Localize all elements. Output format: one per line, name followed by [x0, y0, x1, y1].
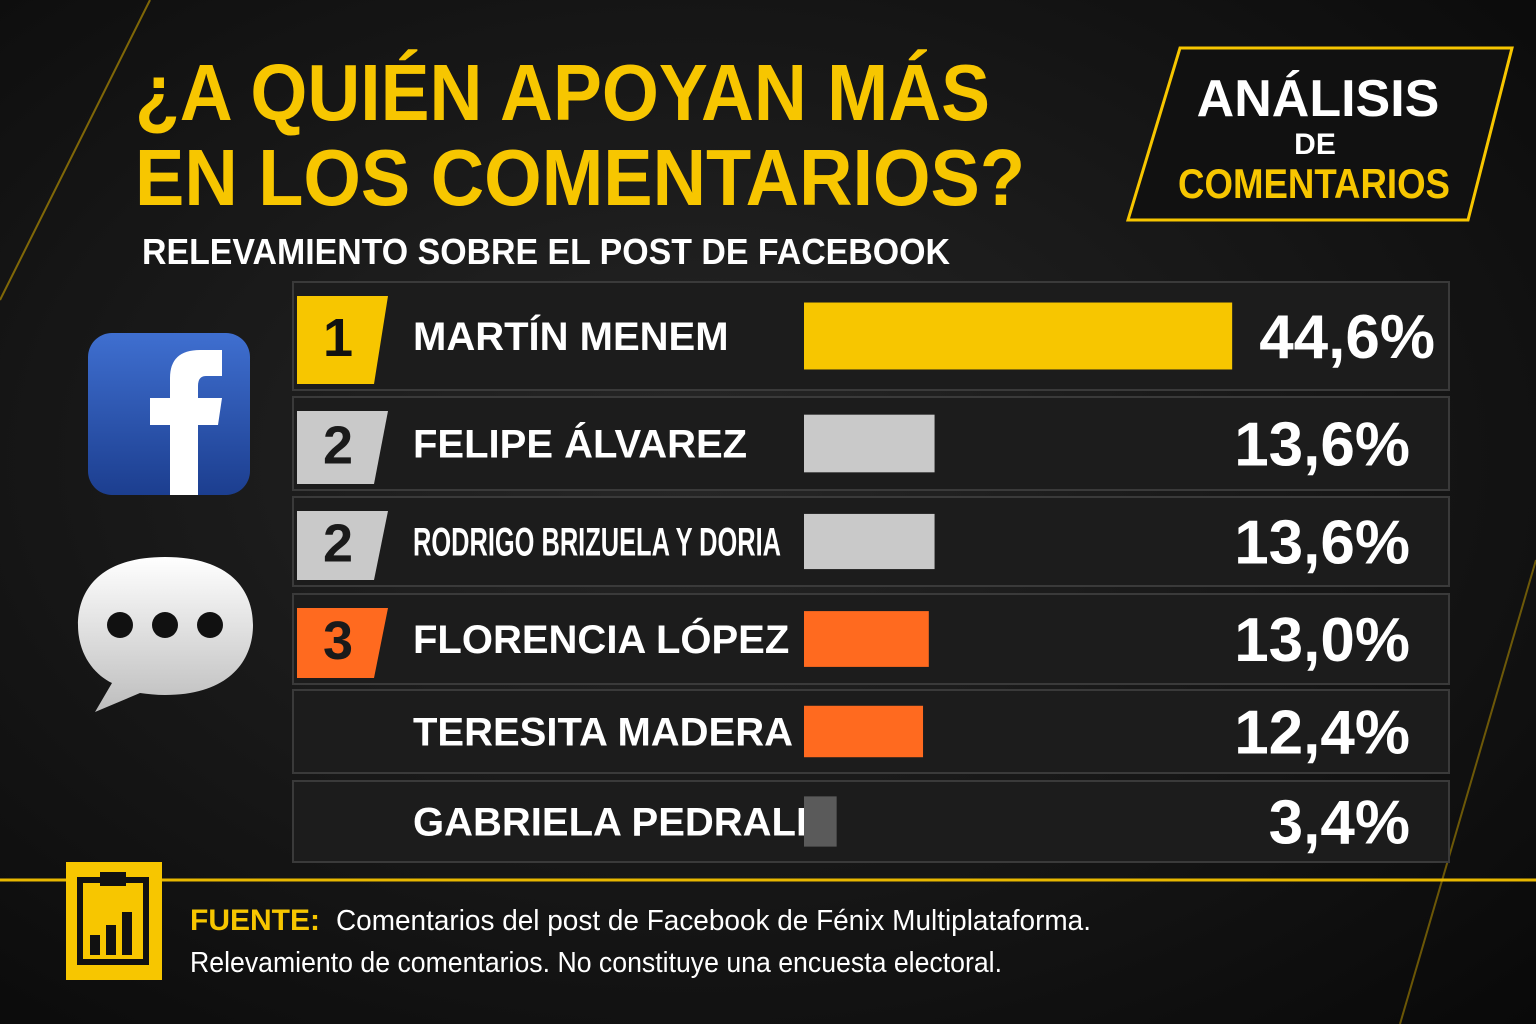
- rank-badge: [297, 411, 388, 484]
- bar: [804, 796, 837, 847]
- decor-line: [1399, 559, 1536, 1024]
- facebook-icon: [88, 333, 250, 495]
- value-label: 12,4%: [1234, 699, 1410, 768]
- category-label: FELIPE ÁLVAREZ: [413, 422, 747, 467]
- rank-badge: [297, 296, 388, 384]
- category-label: GABRIELA PEDRALI: [413, 801, 807, 845]
- rank-badge: [297, 511, 388, 580]
- source-text: Relevamiento de comentarios. No constitu…: [190, 947, 1002, 979]
- chat-icon: [78, 557, 253, 712]
- title-line: ¿A QUIÉN APOYAN MÁS: [135, 48, 990, 137]
- value-label: 3,4%: [1269, 789, 1410, 858]
- bar: [804, 705, 924, 758]
- badge-text: DE: [1294, 128, 1336, 161]
- subtitle: RELEVAMIENTO SOBRE EL POST DE FACEBOOK: [142, 231, 950, 272]
- value-label: 13,6%: [1234, 509, 1410, 578]
- badge-frame: [1125, 46, 1514, 222]
- category-label: MARTÍN MENEM: [413, 314, 729, 359]
- rank-label: 3: [323, 611, 353, 671]
- title-line: EN LOS COMENTARIOS?: [135, 133, 1025, 222]
- bar: [804, 513, 935, 570]
- rank-label: 1: [323, 308, 353, 368]
- category-label: FLORENCIA LÓPEZ: [413, 616, 789, 662]
- category-label: RODRIGO BRIZUELA Y DORIA: [413, 521, 781, 565]
- bar: [804, 302, 1233, 370]
- bar: [804, 414, 935, 473]
- bar: [804, 611, 929, 667]
- value-label: 13,0%: [1234, 606, 1410, 675]
- value-label: 44,6%: [1259, 303, 1435, 372]
- source-icon: [66, 862, 162, 980]
- badge-text: ANÁLISIS: [1197, 70, 1440, 128]
- rank-badge: [297, 608, 388, 678]
- value-label: 13,6%: [1234, 411, 1410, 480]
- decor-line: [0, 0, 151, 301]
- rank-label: 2: [323, 514, 353, 574]
- badge-text: COMENTARIOS: [1178, 160, 1450, 207]
- source-label: FUENTE:: [190, 904, 320, 937]
- category-label: TERESITA MADERA: [413, 711, 793, 755]
- row: [292, 780, 1450, 863]
- source-text: Comentarios del post de Facebook de Féni…: [336, 905, 1091, 937]
- rank-label: 2: [323, 416, 353, 476]
